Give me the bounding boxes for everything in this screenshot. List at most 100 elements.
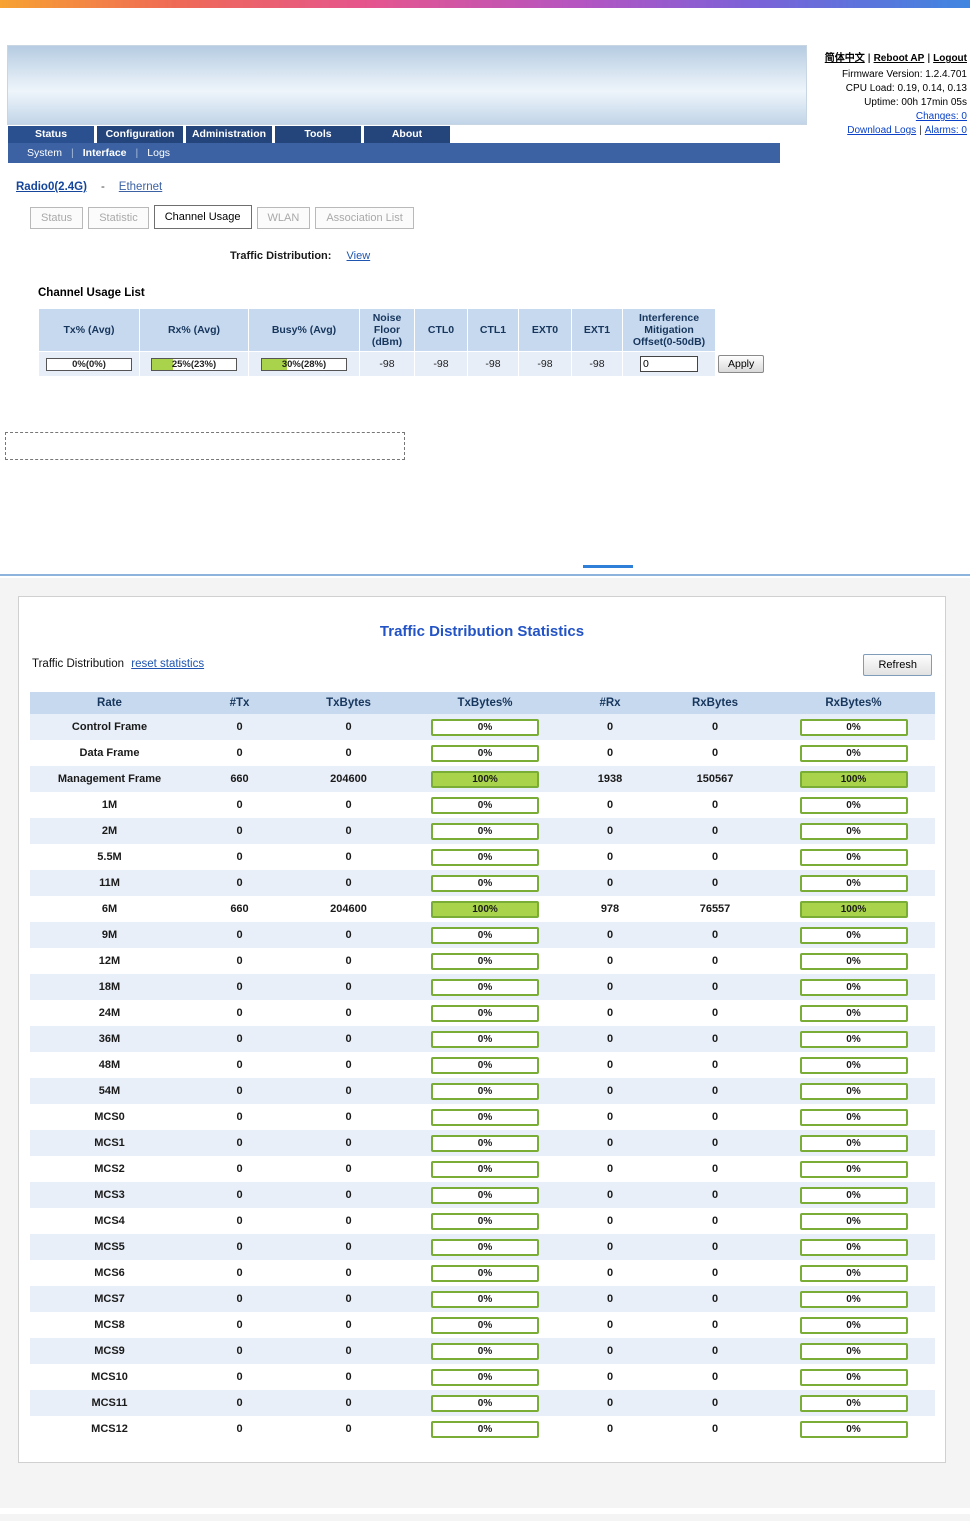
tx-bytes-pct-cell: 0% <box>407 974 563 1000</box>
tab-channel-usage[interactable]: Channel Usage <box>153 205 252 229</box>
rx-bytes-pct-cell: 0% <box>772 974 935 1000</box>
rx-bytes-pct-cell: 100% <box>772 766 935 792</box>
stats-header-row: Rate #Tx TxBytes TxBytes% #Rx RxBytes RxBytes% <box>29 692 935 714</box>
table-row-1m: 1M 0 0 0% 0 0 0% <box>30 792 935 818</box>
tx-count-cell: 0 <box>236 1163 243 1175</box>
rate-cell: MCS4 <box>94 1215 125 1227</box>
stats-column-header: TxBytes% <box>407 692 563 714</box>
tx-bytes-pct-cell: 0% <box>408 1416 563 1442</box>
tx-bytes-pct-cell: 0% <box>407 1286 563 1312</box>
language-link[interactable]: 简体中文 <box>824 53 865 64</box>
rx-count-cell: 0 <box>606 1319 614 1331</box>
rx-bytes-pct-cell: 0% <box>772 818 935 844</box>
progress-bar: 0% <box>431 1056 539 1074</box>
divider-accent <box>583 565 633 568</box>
table-row-5.5m: 5.5M 0 0 0% 0 0 0% <box>30 844 935 870</box>
nav-tab-administration[interactable]: Administration <box>186 126 272 143</box>
rate-cell: 54M <box>29 1078 190 1104</box>
interference-offset-input[interactable] <box>640 356 698 372</box>
rx-count-cell: 0 <box>606 747 614 759</box>
tx-count-cell: 0 <box>236 799 243 811</box>
rx-bytes-pct-cell: 0% <box>772 714 935 740</box>
progress-bar: 0% <box>799 1212 908 1230</box>
rate-cell: 1M <box>101 799 118 811</box>
tx-count-cell: 0 <box>189 1390 290 1416</box>
table-row-9m: 9M 0 0 0% 0 0 0% <box>29 922 935 948</box>
bottom-gradient-bar <box>0 1514 970 1521</box>
rate-cell: 5.5M <box>97 851 122 863</box>
tab-status[interactable]: Status <box>30 207 84 229</box>
radio0-link[interactable]: Radio0(2.4G) <box>16 181 87 193</box>
table-row-mcs4: MCS4 0 0 0% 0 0 0% <box>30 1208 935 1234</box>
progress-bar: 0% <box>799 1264 908 1282</box>
tx-count-cell: 0 <box>236 955 243 967</box>
nav-tab-status[interactable]: Status <box>8 126 94 143</box>
rx-bytes-pct-cell: 0% <box>773 1104 935 1130</box>
progress-bar: 100% <box>799 770 908 788</box>
tx-bytes-cell: 0 <box>289 870 408 896</box>
tx-bytes-cell: 0 <box>289 1182 408 1208</box>
nav-tab-tools[interactable]: Tools <box>275 126 361 143</box>
rx-bytes-pct-cell: 0% <box>773 740 935 766</box>
rx-count-cell: 0 <box>562 1130 658 1156</box>
rx-bytes-pct-cell: 0% <box>773 844 935 870</box>
tx-count-cell: 0 <box>189 1338 290 1364</box>
ethernet-link[interactable]: Ethernet <box>118 181 163 193</box>
alarms-link[interactable]: Alarms: 0 <box>924 125 967 136</box>
progress-bar: 0% <box>431 822 539 840</box>
tx-bytes-cell: 0 <box>345 1007 352 1019</box>
tx-bytes-pct-cell: 0% <box>407 1390 563 1416</box>
tx-count-cell: 0 <box>236 1371 243 1383</box>
tx-bytes-cell: 0 <box>289 974 408 1000</box>
rate-cell: 2M <box>29 818 190 844</box>
reset-statistics-link[interactable]: reset statistics <box>131 658 205 670</box>
channel-usage-header-row: Tx% (Avg) Rx% (Avg) Busy% (Avg) Noise Floor… <box>39 309 766 351</box>
stats-column-header: Rate <box>29 692 190 714</box>
changes-link[interactable]: Changes: 0 <box>915 111 967 122</box>
tab-statistic[interactable]: Statistic <box>88 207 149 229</box>
table-row-mcs7: MCS7 0 0 0% 0 0 0% <box>29 1286 935 1312</box>
rate-cell: 48M <box>98 1059 121 1071</box>
rate-cell: MCS6 <box>94 1267 125 1279</box>
cu-column-header: Noise Floor (dBm) <box>360 309 414 351</box>
rx-bytes-cell: 0 <box>657 818 773 844</box>
logout-link[interactable]: Logout <box>933 53 967 64</box>
top-gradient-bar <box>0 0 970 8</box>
reboot-ap-link[interactable]: Reboot AP <box>873 53 925 64</box>
refresh-button[interactable]: Refresh <box>863 654 932 676</box>
subnav-item-system[interactable]: System <box>27 147 63 159</box>
stats-toolbar: Traffic Distribution reset statistics Re… <box>32 654 932 684</box>
tx-bytes-pct-cell: 100% <box>407 766 563 792</box>
cu-column-header: EXT1 <box>572 309 622 351</box>
rate-cell: 24M <box>98 1007 121 1019</box>
progress-bar: 0% <box>799 1030 908 1048</box>
stats-column-header: RxBytes% <box>772 692 935 714</box>
apply-button[interactable]: Apply <box>718 355 765 373</box>
rx-count-cell: 0 <box>606 1059 614 1071</box>
download-logs-link[interactable]: Download Logs <box>847 125 917 136</box>
nav-tab-configuration[interactable]: Configuration <box>97 126 183 143</box>
nav-tab-about[interactable]: About <box>364 126 450 143</box>
stats-column-header: RxBytes <box>657 692 773 714</box>
progress-bar: 0% <box>431 1108 539 1126</box>
tx-bytes-pct-cell: 0% <box>408 1312 563 1338</box>
tx-bytes-cell: 0 <box>345 799 352 811</box>
banner-image <box>7 45 807 125</box>
rx-bytes-pct-cell: 0% <box>772 922 935 948</box>
table-row-mcs9: MCS9 0 0 0% 0 0 0% <box>29 1338 935 1364</box>
tab-association-list[interactable]: Association List <box>315 207 414 229</box>
tab-wlan[interactable]: WLAN <box>256 207 311 229</box>
tx-count-cell: 0 <box>189 870 290 896</box>
view-link[interactable]: View <box>346 250 371 262</box>
progress-bar: 0% <box>799 952 908 970</box>
rx-count-cell: 0 <box>606 955 614 967</box>
cu-column-header: Interference Mitigation Offset(0-50dB) <box>623 309 715 351</box>
progress-bar: 0% <box>799 1082 908 1100</box>
subnav-item-logs[interactable]: Logs <box>147 147 171 159</box>
rx-count-cell: 0 <box>562 1026 658 1052</box>
rate-cell: MCS2 <box>94 1163 125 1175</box>
channel-usage-title: Channel Usage List <box>38 287 145 299</box>
subnav-item-interface[interactable]: Interface <box>82 147 127 159</box>
table-row-mcs11: MCS11 0 0 0% 0 0 0% <box>29 1390 935 1416</box>
progress-bar: 0% <box>799 926 908 944</box>
